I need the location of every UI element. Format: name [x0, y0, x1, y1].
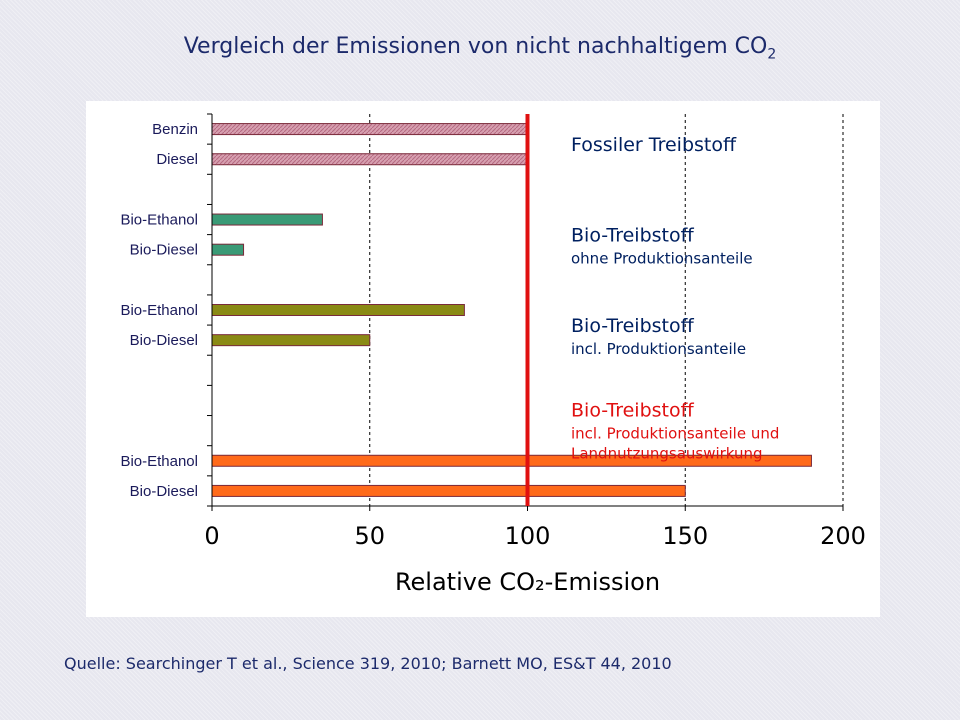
- bar-bio_ohne-2: [211, 213, 323, 226]
- category-label-3: Bio-Diesel: [130, 242, 198, 259]
- annotations-layer: Fossiler Treibstoff Bio-Treibstoff ohne Pr…: [571, 134, 779, 462]
- chart-title-main: Vergleich der Emissionen von nicht nachh…: [183, 34, 768, 59]
- chart-title-subscript: 2: [767, 46, 777, 63]
- annotation-3-line-1: incl. Produktionsanteile und: [571, 425, 779, 443]
- annotation-3-line-2: Landnutzungsauswirkung: [571, 445, 763, 463]
- bar-bio_incl-5: [211, 334, 371, 347]
- chart-panel: [86, 101, 880, 617]
- category-label-7: Bio-Diesel: [130, 483, 198, 500]
- bar-fossil-1: [211, 153, 528, 166]
- category-label-2: Bio-Ethanol: [120, 212, 198, 229]
- category-label-0: Benzin: [152, 121, 198, 138]
- x-tick-label-100: 100: [505, 522, 551, 550]
- gridlines: [369, 114, 844, 506]
- annotation-1-line-1: ohne Produktionsanteile: [571, 250, 753, 268]
- category-label-6: Bio-Ethanol: [120, 453, 198, 470]
- bar-bio_land-7: [211, 484, 686, 497]
- x-tick-label-0: 0: [204, 522, 219, 550]
- axes-layer: [207, 113, 844, 511]
- annotation-2-line-1: incl. Produktionsanteile: [571, 340, 746, 358]
- source-note: Quelle: Searchinger T et al., Science 31…: [64, 654, 672, 673]
- x-axis-label: Relative CO₂-Emission: [395, 568, 660, 596]
- category-label-5: Bio-Diesel: [130, 332, 198, 349]
- x-tick-label-50: 50: [354, 522, 385, 550]
- chart-title: Vergleich der Emissionen von nicht nachh…: [0, 34, 960, 62]
- labels-layer: Benzin Diesel Bio-Ethanol Bio-Diesel Bio-Eth…: [120, 121, 865, 596]
- annotation-0-line-0: Fossiler Treibstoff: [571, 134, 737, 156]
- category-label-4: Bio-Ethanol: [120, 302, 198, 319]
- x-tick-label-150: 150: [662, 522, 708, 550]
- bar-fossil-0: [211, 123, 528, 136]
- x-tick-label-200: 200: [820, 522, 866, 550]
- category-label-1: Diesel: [156, 151, 198, 168]
- bar-bio_incl-4: [211, 304, 465, 316]
- annotation-1-line-0: Bio-Treibstoff: [571, 225, 695, 247]
- annotation-3-line-0: Bio-Treibstoff: [571, 400, 695, 422]
- bar-bio_ohne-3: [211, 243, 245, 256]
- annotation-2-line-0: Bio-Treibstoff: [571, 315, 695, 337]
